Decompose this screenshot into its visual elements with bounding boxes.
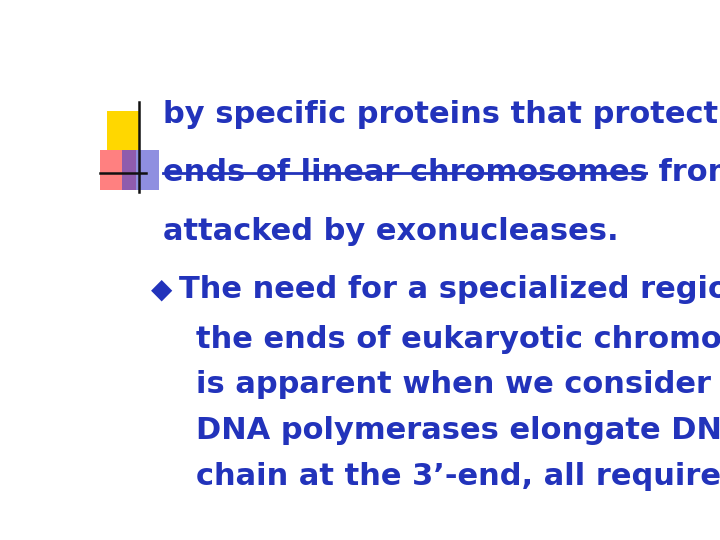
Text: The need for a specialized region at: The need for a specialized region at (179, 275, 720, 304)
Text: is apparent when we consider all: is apparent when we consider all (196, 370, 720, 400)
Bar (100, 150, 136, 190)
Text: the ends of eukaryotic chromosome: the ends of eukaryotic chromosome (196, 325, 720, 354)
Text: chain at the 3’-end, all require an: chain at the 3’-end, all require an (196, 462, 720, 491)
Text: attacked by exonucleases.: attacked by exonucleases. (163, 217, 618, 246)
Text: DNA polymerases elongate DNA: DNA polymerases elongate DNA (196, 416, 720, 445)
Text: ◆: ◆ (151, 275, 173, 303)
Text: by specific proteins that protect the: by specific proteins that protect the (163, 100, 720, 129)
Bar (107, 111, 140, 150)
Text: ends of linear chromosomes from: ends of linear chromosomes from (163, 158, 720, 187)
Bar (122, 150, 158, 190)
